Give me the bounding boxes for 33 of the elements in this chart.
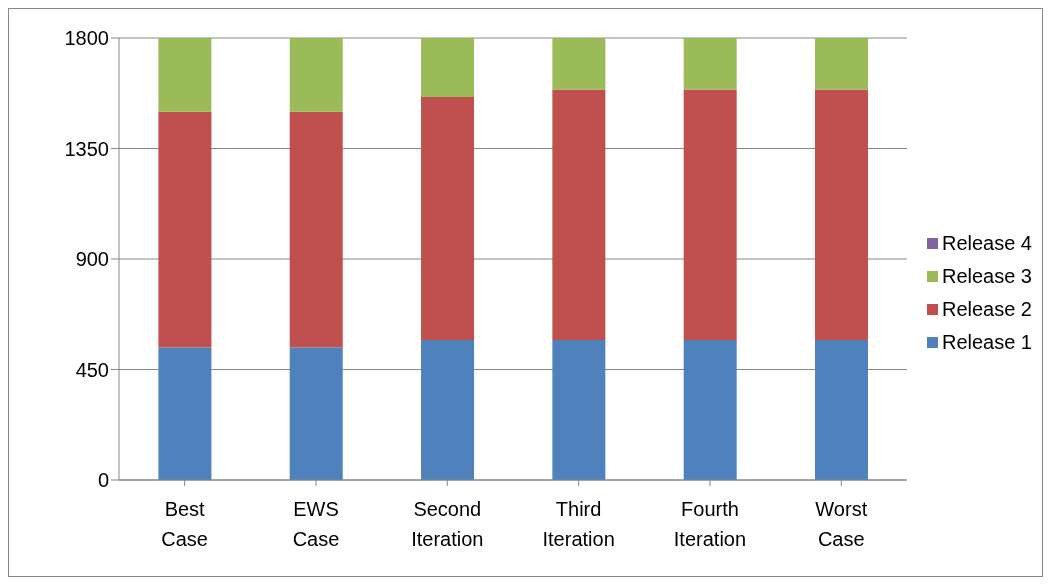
- bar: [815, 340, 869, 480]
- bar: [552, 340, 606, 480]
- bar: [158, 38, 212, 112]
- bar: [421, 96, 475, 341]
- bar: [421, 38, 475, 97]
- x-tick-label: Second Iteration: [411, 498, 484, 550]
- bar: [683, 38, 737, 90]
- y-tick-label: 1350: [64, 137, 109, 160]
- y-tick-label: 0: [97, 469, 109, 492]
- x-tick-label: EWS Case: [292, 498, 340, 550]
- y-tick-label: 450: [75, 358, 109, 381]
- x-tick-label: Fourth Iteration: [673, 498, 747, 550]
- bar: [552, 38, 606, 90]
- legend-label: Release 1: [941, 330, 1032, 354]
- bar: [552, 89, 606, 341]
- legend-label: Release 2: [941, 297, 1032, 321]
- bar: [289, 38, 343, 112]
- x-tick-label: Worst Case: [815, 498, 868, 550]
- y-tick-label: 900: [75, 248, 109, 271]
- bar: [158, 111, 212, 348]
- bar: [815, 89, 869, 341]
- bar: [289, 347, 343, 480]
- bar: [815, 38, 869, 90]
- legend-label: Release 3: [941, 264, 1032, 288]
- legend-label: Release 4: [941, 231, 1032, 255]
- bar: [158, 347, 212, 480]
- bar: [421, 340, 475, 480]
- x-tick-label: Best Case: [161, 498, 209, 550]
- y-tick-label: 1800: [64, 27, 109, 50]
- bar: [683, 89, 737, 341]
- bar: [289, 111, 343, 348]
- x-tick-label: Third Iteration: [542, 498, 615, 550]
- bar: [683, 340, 737, 480]
